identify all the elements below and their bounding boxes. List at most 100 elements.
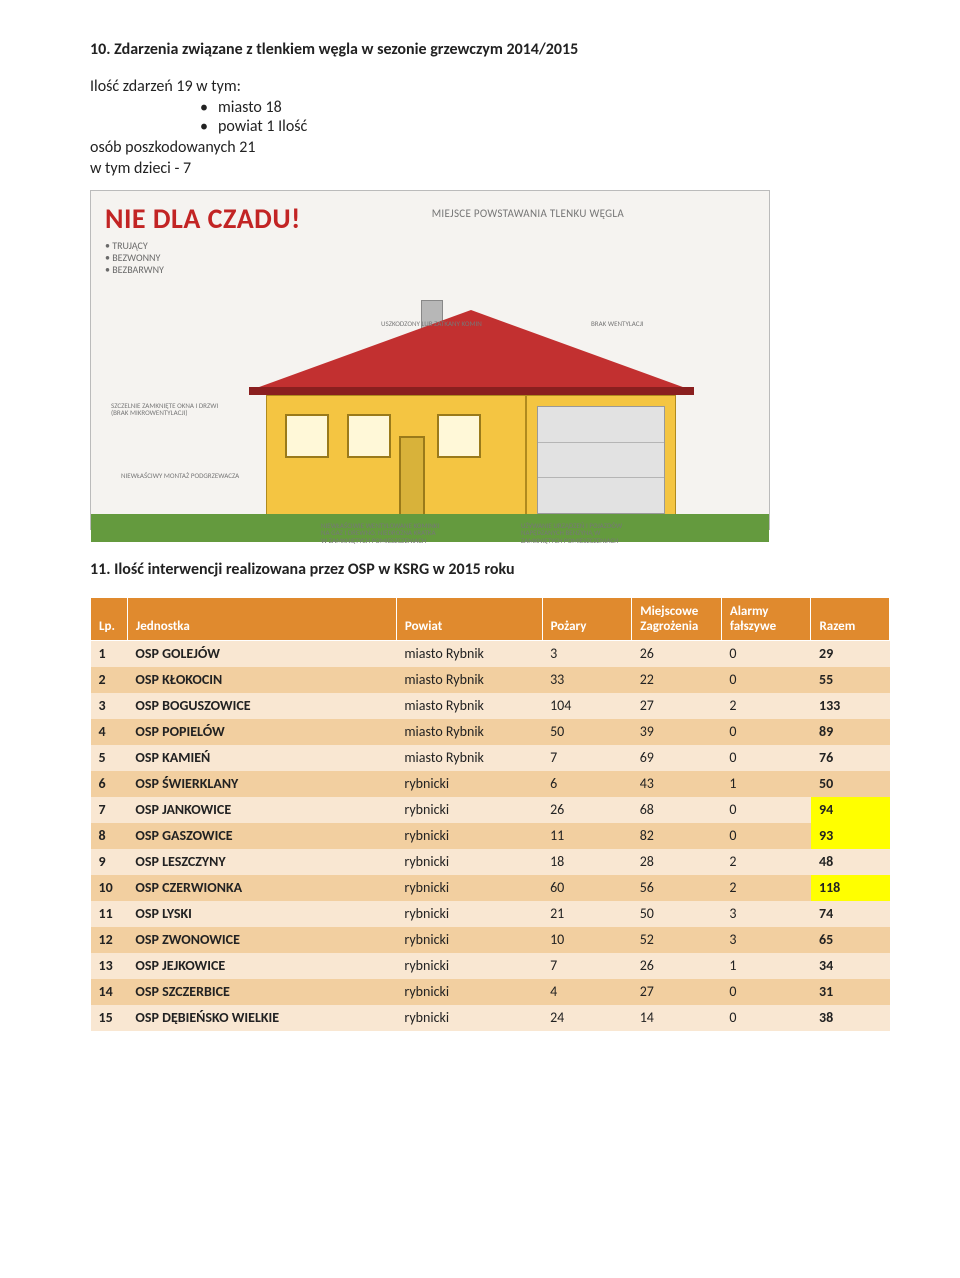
cell-af: 0 [721,667,811,693]
cell-powiat: rybnicki [396,927,542,953]
cell-r: 133 [811,693,890,719]
osp-table-wrap: Lp. Jednostka Powiat Pożary Miejscowe Za… [90,597,890,1031]
events-bullets: miasto 18 powiat 1 Ilość [200,98,890,136]
cell-p: 3 [542,641,632,667]
cell-powiat: miasto Rybnik [396,667,542,693]
cell-unit: OSP JANKOWICE [127,797,396,823]
garage-icon [526,395,676,515]
cell-lp: 1 [91,641,128,667]
cell-af: 2 [721,849,811,875]
cell-unit: OSP POPIELÓW [127,719,396,745]
label-fireplace: NIEWŁAŚCIWIE WENTYLOWANE KOMINKI NA GAZ … [321,522,441,544]
co-infographic: NIE DLA CZADU! • TRUJĄCY • BEZWONNY • BE… [90,190,770,530]
cell-powiat: rybnicki [396,797,542,823]
cell-lp: 6 [91,771,128,797]
cell-unit: OSP LESZCZYNY [127,849,396,875]
cell-mz: 39 [632,719,722,745]
cell-mz: 22 [632,667,722,693]
table-row: 5OSP KAMIEŃmiasto Rybnik769076 [91,745,890,771]
cell-mz: 27 [632,693,722,719]
cell-powiat: miasto Rybnik [396,719,542,745]
cell-unit: OSP ŚWIERKLANY [127,771,396,797]
cell-af: 0 [721,1005,811,1031]
table-row: 6OSP ŚWIERKLANYrybnicki643150 [91,771,890,797]
cell-r: 93 [811,823,890,849]
cell-p: 11 [542,823,632,849]
table-row: 10OSP CZERWIONKArybnicki60562118 [91,875,890,901]
window-icon [347,414,391,458]
cell-af: 3 [721,927,811,953]
cell-p: 7 [542,953,632,979]
label-vehicles: UŻYWANIE URZĄDZEŃ I POJAZDÓW NAPĘDZANYCH… [521,522,641,544]
label-no-ventilation: BRAK WENTYLACJI [591,320,644,327]
cell-mz: 82 [632,823,722,849]
cell-unit: OSP CZERWIONKA [127,875,396,901]
cell-r: 50 [811,771,890,797]
col-razem: Razem [811,598,890,641]
cell-powiat: miasto Rybnik [396,693,542,719]
bullet-powiat: powiat 1 Ilość [200,117,890,136]
table-row: 8OSP GASZOWICErybnicki1182093 [91,823,890,849]
cell-lp: 14 [91,979,128,1005]
cell-powiat: rybnicki [396,849,542,875]
headline-block: NIE DLA CZADU! • TRUJĄCY • BEZWONNY • BE… [105,201,301,276]
cell-r: 76 [811,745,890,771]
section-10: 10. Zdarzenia związane z tlenkiem węgla … [90,40,890,178]
cell-p: 6 [542,771,632,797]
table-row: 3OSP BOGUSZOWICEmiasto Rybnik104272133 [91,693,890,719]
label-closed-windows: SZCZELNIE ZAMKNIĘTE OKNA I DRZWI (BRAK M… [111,402,231,417]
cell-p: 33 [542,667,632,693]
cell-af: 1 [721,771,811,797]
cell-powiat: rybnicki [396,875,542,901]
cell-r: 29 [811,641,890,667]
cell-lp: 2 [91,667,128,693]
cell-p: 50 [542,719,632,745]
cell-mz: 52 [632,927,722,953]
table-row: 14OSP SZCZERBICErybnicki427031 [91,979,890,1005]
injured-line: osób poszkodowanych 21 [90,138,890,157]
col-pozary: Pożary [542,598,632,641]
cell-unit: OSP KŁOKOCIN [127,667,396,693]
bullet-miasto: miasto 18 [200,98,890,117]
cell-p: 18 [542,849,632,875]
headline-text: NIE DLA CZADU! [105,201,301,236]
table-header: Lp. Jednostka Powiat Pożary Miejscowe Za… [91,598,890,641]
cell-r: 38 [811,1005,890,1031]
table-row: 2OSP KŁOKOCINmiasto Rybnik3322055 [91,667,890,693]
events-count-line: Ilość zdarzeń 19 w tym: [90,77,890,96]
cell-p: 10 [542,927,632,953]
col-miejscowe: Miejscowe Zagrożenia [632,598,722,641]
cell-mz: 14 [632,1005,722,1031]
children-line: w tym dzieci - 7 [90,159,890,178]
cell-lp: 9 [91,849,128,875]
col-lp: Lp. [91,598,128,641]
infographic-header: NIE DLA CZADU! • TRUJĄCY • BEZWONNY • BE… [91,191,769,282]
cell-mz: 26 [632,641,722,667]
cell-unit: OSP ZWONOWICE [127,927,396,953]
cell-mz: 28 [632,849,722,875]
cell-r: 74 [811,901,890,927]
cell-unit: OSP GOLEJÓW [127,641,396,667]
cell-lp: 12 [91,927,128,953]
table-row: 12OSP ZWONOWICErybnicki1052365 [91,927,890,953]
cell-af: 0 [721,823,811,849]
label-chimney: USZKODZONY LUB ZATKANY KOMIN [381,320,482,327]
cell-r: 34 [811,953,890,979]
cell-af: 2 [721,693,811,719]
cell-mz: 50 [632,901,722,927]
cell-lp: 15 [91,1005,128,1031]
co-properties: • TRUJĄCY • BEZWONNY • BEZBARWNY [105,240,301,276]
door-icon [399,436,425,516]
cell-unit: OSP KAMIEŃ [127,745,396,771]
infographic-subtitle: MIEJSCE POWSTAWANIA TLENKU WĘGLA [301,201,755,220]
cell-lp: 11 [91,901,128,927]
cell-af: 0 [721,797,811,823]
cell-mz: 43 [632,771,722,797]
cell-lp: 7 [91,797,128,823]
cell-r: 94 [811,797,890,823]
col-powiat: Powiat [396,598,542,641]
cell-lp: 4 [91,719,128,745]
section-10-title: 10. Zdarzenia związane z tlenkiem węgla … [90,40,890,59]
cell-unit: OSP GASZOWICE [127,823,396,849]
cell-mz: 26 [632,953,722,979]
